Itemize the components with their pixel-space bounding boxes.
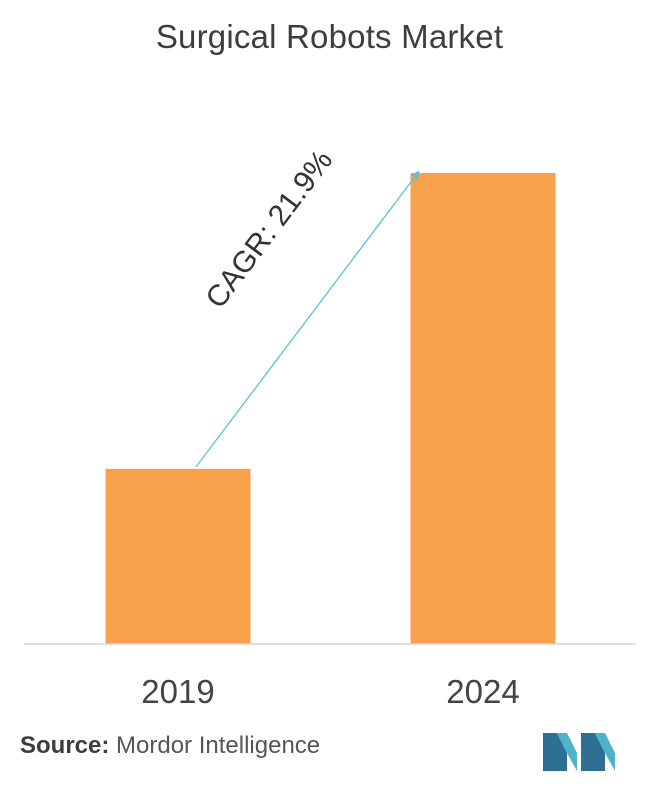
bar-2024 xyxy=(410,173,556,644)
bar-2019 xyxy=(105,468,251,644)
x-tick-label-2019: 2019 xyxy=(141,673,214,710)
source-text: Mordor Intelligence xyxy=(116,732,321,759)
chart-title: Surgical Robots Market xyxy=(155,18,504,55)
cagr-arrow xyxy=(195,170,420,468)
x-tick-label-2024: 2024 xyxy=(446,673,519,710)
cagr-label: CAGR: 21.9% xyxy=(200,144,340,314)
x-tick-labels: 2019 2024 xyxy=(141,673,519,710)
source-label: Source: xyxy=(20,732,110,759)
source-line: Source: Mordor Intelligence xyxy=(20,732,320,760)
mordor-intelligence-logo-icon xyxy=(543,733,615,771)
bars-layer xyxy=(105,173,556,644)
